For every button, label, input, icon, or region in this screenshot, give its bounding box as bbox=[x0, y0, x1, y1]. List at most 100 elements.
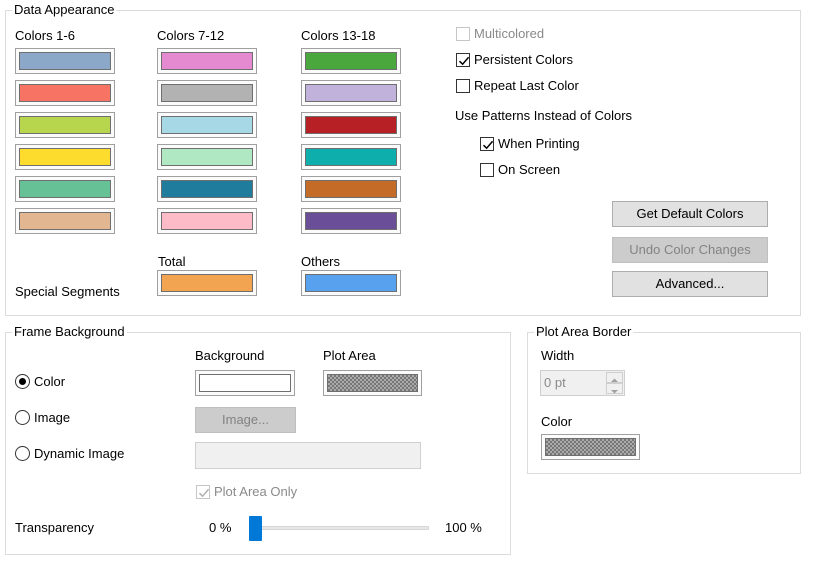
color-swatch-fill bbox=[161, 180, 253, 198]
on-screen-checkbox[interactable] bbox=[480, 163, 494, 177]
dynamic-image-field[interactable] bbox=[195, 442, 421, 469]
color-swatch-fill bbox=[19, 180, 111, 198]
transparency-max-label: 100 % bbox=[445, 520, 482, 535]
color-swatch-fill bbox=[305, 212, 397, 230]
color-swatch[interactable] bbox=[301, 80, 401, 106]
plot-area-border-group: Plot Area Border bbox=[527, 324, 801, 474]
data-appearance-title: Data Appearance bbox=[12, 2, 117, 18]
multicolored-label: Multicolored bbox=[474, 26, 545, 41]
width-spinner[interactable]: 0 pt bbox=[540, 370, 625, 396]
color-swatch[interactable] bbox=[301, 176, 401, 202]
color-swatch-fill bbox=[305, 52, 397, 70]
frame-background-group: Frame Background bbox=[5, 324, 511, 555]
total-color-swatch[interactable] bbox=[157, 270, 257, 296]
total-color-fill bbox=[161, 274, 253, 292]
spin-down-button[interactable] bbox=[606, 383, 623, 394]
color-swatch-fill bbox=[305, 148, 397, 166]
checkmark-icon bbox=[458, 56, 470, 66]
transparency-slider-thumb[interactable] bbox=[249, 516, 262, 541]
color-swatch[interactable] bbox=[15, 144, 115, 170]
color-swatch-fill bbox=[19, 84, 111, 102]
background-color-fill bbox=[199, 374, 291, 392]
plot-area-border-title: Plot Area Border bbox=[534, 324, 634, 340]
color-swatch-fill bbox=[161, 148, 253, 166]
dynamic-image-radio-label: Dynamic Image bbox=[34, 446, 125, 461]
when-printing-checkbox[interactable] bbox=[480, 137, 494, 151]
persistent-colors-checkbox[interactable] bbox=[456, 53, 470, 67]
color-swatch-fill bbox=[161, 212, 253, 230]
border-color-pattern-fill bbox=[545, 438, 636, 456]
repeat-last-color-checkbox[interactable] bbox=[456, 79, 470, 93]
color-swatch[interactable] bbox=[157, 144, 257, 170]
color-swatch[interactable] bbox=[301, 144, 401, 170]
frame-background-title: Frame Background bbox=[12, 324, 127, 340]
total-label: Total bbox=[158, 254, 186, 269]
background-color-swatch[interactable] bbox=[195, 370, 295, 396]
width-label: Width bbox=[541, 348, 575, 363]
color-swatch-fill bbox=[19, 52, 111, 70]
color-swatch[interactable] bbox=[157, 176, 257, 202]
colors-13-18-label: Colors 13-18 bbox=[301, 28, 376, 43]
background-header: Background bbox=[195, 348, 265, 363]
image-button[interactable]: Image... bbox=[195, 407, 296, 433]
checkmark-icon bbox=[482, 140, 494, 150]
chevron-down-icon bbox=[611, 390, 618, 394]
spin-up-button[interactable] bbox=[606, 372, 623, 383]
image-radio-label: Image bbox=[34, 410, 71, 425]
color-swatch-fill bbox=[19, 148, 111, 166]
plot-area-color-swatch[interactable] bbox=[323, 370, 422, 396]
color-swatch[interactable] bbox=[157, 112, 257, 138]
undo-color-changes-button[interactable]: Undo Color Changes bbox=[612, 237, 768, 263]
color-swatch-fill bbox=[161, 84, 253, 102]
checkmark-icon bbox=[198, 488, 210, 498]
color-swatch[interactable] bbox=[301, 208, 401, 234]
color-swatch-fill bbox=[161, 116, 253, 134]
advanced-button[interactable]: Advanced... bbox=[612, 271, 768, 297]
special-segments-label: Special Segments bbox=[15, 284, 120, 299]
color-swatch-fill bbox=[305, 180, 397, 198]
when-printing-label: When Printing bbox=[498, 136, 580, 151]
plot-area-only-checkbox[interactable] bbox=[196, 485, 210, 499]
color-swatch-fill bbox=[19, 116, 111, 134]
color-swatch[interactable] bbox=[157, 80, 257, 106]
border-color-label: Color bbox=[541, 414, 573, 429]
color-swatch[interactable] bbox=[15, 176, 115, 202]
transparency-label: Transparency bbox=[15, 520, 94, 535]
color-swatch[interactable] bbox=[301, 48, 401, 74]
others-color-fill bbox=[305, 274, 397, 292]
multicolored-checkbox[interactable] bbox=[456, 27, 470, 41]
dynamic-image-radio[interactable] bbox=[15, 446, 30, 461]
color-swatch[interactable] bbox=[15, 112, 115, 138]
chevron-up-icon bbox=[611, 378, 618, 382]
image-radio[interactable] bbox=[15, 410, 30, 425]
color-swatch-fill bbox=[305, 84, 397, 102]
patterns-label: Use Patterns Instead of Colors bbox=[455, 108, 633, 123]
border-color-swatch[interactable] bbox=[541, 434, 640, 460]
color-swatch[interactable] bbox=[15, 80, 115, 106]
color-swatch[interactable] bbox=[15, 208, 115, 234]
color-radio[interactable] bbox=[15, 374, 30, 389]
plot-area-pattern-fill bbox=[327, 374, 418, 392]
color-swatch-fill bbox=[19, 212, 111, 230]
others-color-swatch[interactable] bbox=[301, 270, 401, 296]
on-screen-label: On Screen bbox=[498, 162, 561, 177]
colors-1-6-label: Colors 1-6 bbox=[15, 28, 75, 43]
radio-selected-dot bbox=[19, 378, 26, 385]
color-swatch[interactable] bbox=[301, 112, 401, 138]
plot-area-only-label: Plot Area Only bbox=[214, 484, 298, 499]
others-label: Others bbox=[301, 254, 341, 269]
data-appearance-group: Data Appearance bbox=[5, 2, 801, 316]
color-swatch[interactable] bbox=[157, 208, 257, 234]
colors-7-12-label: Colors 7-12 bbox=[157, 28, 225, 43]
color-radio-label: Color bbox=[34, 374, 66, 389]
color-swatch[interactable] bbox=[15, 48, 115, 74]
get-default-colors-button[interactable]: Get Default Colors bbox=[612, 201, 768, 227]
plot-area-header: Plot Area bbox=[323, 348, 376, 363]
transparency-slider-track[interactable] bbox=[250, 526, 429, 530]
persistent-colors-label: Persistent Colors bbox=[474, 52, 573, 67]
color-swatch[interactable] bbox=[157, 48, 257, 74]
repeat-last-color-label: Repeat Last Color bbox=[474, 78, 579, 93]
transparency-min-label: 0 % bbox=[209, 520, 232, 535]
width-value: 0 pt bbox=[544, 375, 566, 390]
color-swatch-fill bbox=[305, 116, 397, 134]
